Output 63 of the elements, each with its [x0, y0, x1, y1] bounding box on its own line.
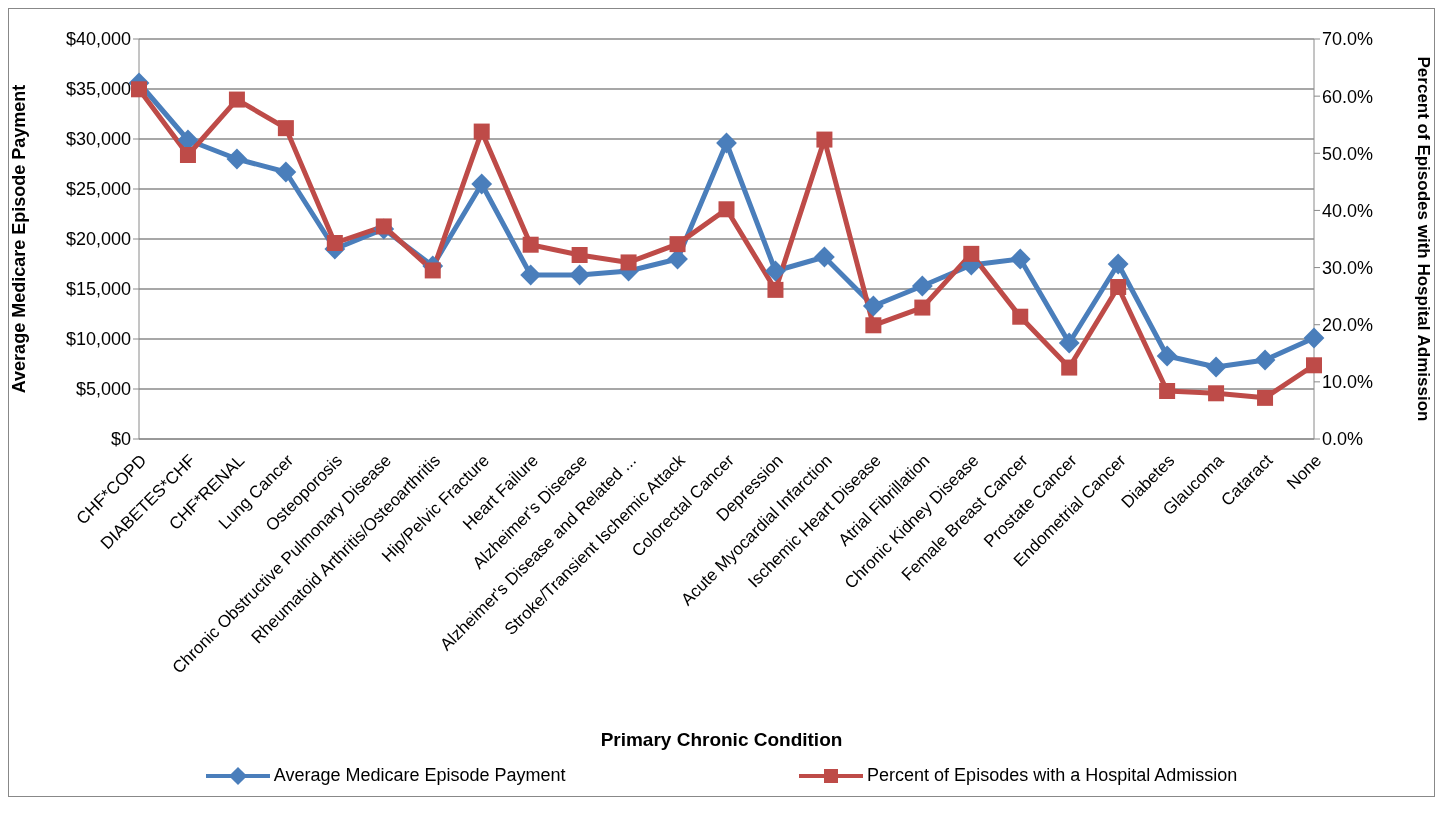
- y-tick-label: $0: [110, 429, 131, 450]
- y2-tick-label: 40.0%: [1322, 200, 1374, 221]
- y-tick-label: $25,000: [65, 179, 131, 200]
- point: [1205, 356, 1227, 378]
- y2-axis-title: Percent of Episodes with Hospital Admission: [1413, 56, 1433, 422]
- y-tick-label: $35,000: [65, 79, 131, 100]
- y-tick-label: $40,000: [65, 29, 131, 50]
- point: [1159, 383, 1176, 399]
- point: [131, 81, 147, 98]
- y-axis-title: Average Medicare Episode Payment: [9, 84, 30, 394]
- point: [1012, 308, 1029, 325]
- point: [1306, 357, 1322, 374]
- point: [571, 247, 588, 263]
- y-tick-label: $15,000: [65, 279, 131, 300]
- point: [1303, 327, 1325, 349]
- y2-tick-label: 70.0%: [1322, 29, 1374, 50]
- legend-label: Percent of Episodes with a Hospital Admission: [867, 765, 1238, 786]
- y2-tick-label: 20.0%: [1322, 315, 1374, 336]
- point: [767, 281, 784, 298]
- point: [1156, 345, 1178, 367]
- point: [569, 264, 591, 286]
- y2-tick-label: 60.0%: [1322, 86, 1374, 107]
- point: [522, 236, 539, 253]
- point: [228, 91, 245, 108]
- point: [1009, 248, 1031, 270]
- point: [1257, 389, 1274, 406]
- point: [862, 295, 884, 317]
- point: [914, 299, 931, 316]
- point: [473, 123, 490, 140]
- y-tick-label: $30,000: [65, 129, 131, 150]
- point: [816, 131, 833, 148]
- y-tick-label: $10,000: [65, 329, 131, 350]
- point: [1107, 253, 1129, 275]
- point: [1254, 349, 1276, 371]
- point: [865, 317, 882, 334]
- y-tick-label: $5,000: [75, 379, 131, 400]
- y-tick-label: $20,000: [65, 229, 131, 250]
- point: [620, 254, 637, 271]
- y2-tick-label: 50.0%: [1322, 143, 1374, 164]
- point: [1058, 332, 1080, 354]
- point: [520, 264, 542, 286]
- point: [326, 235, 343, 251]
- point: [424, 262, 441, 279]
- point: [226, 148, 248, 170]
- y2-tick-label: 10.0%: [1322, 372, 1374, 393]
- point: [716, 132, 737, 154]
- point: [1208, 385, 1225, 402]
- point: [963, 245, 980, 262]
- legend-label: Average Medicare Episode Payment: [273, 765, 566, 786]
- point: [1061, 359, 1078, 376]
- x-axis-title: Primary Chronic Condition: [599, 729, 844, 751]
- point: [814, 246, 835, 268]
- y2-tick-label: 30.0%: [1322, 257, 1374, 278]
- point: [718, 201, 735, 218]
- point: [275, 161, 297, 183]
- point: [669, 236, 686, 253]
- point: [179, 147, 196, 163]
- point: [765, 260, 786, 282]
- point: [911, 275, 933, 297]
- point: [471, 173, 493, 195]
- point: [1110, 279, 1127, 295]
- y2-tick-label: 0.0%: [1322, 429, 1364, 450]
- point: [277, 120, 294, 137]
